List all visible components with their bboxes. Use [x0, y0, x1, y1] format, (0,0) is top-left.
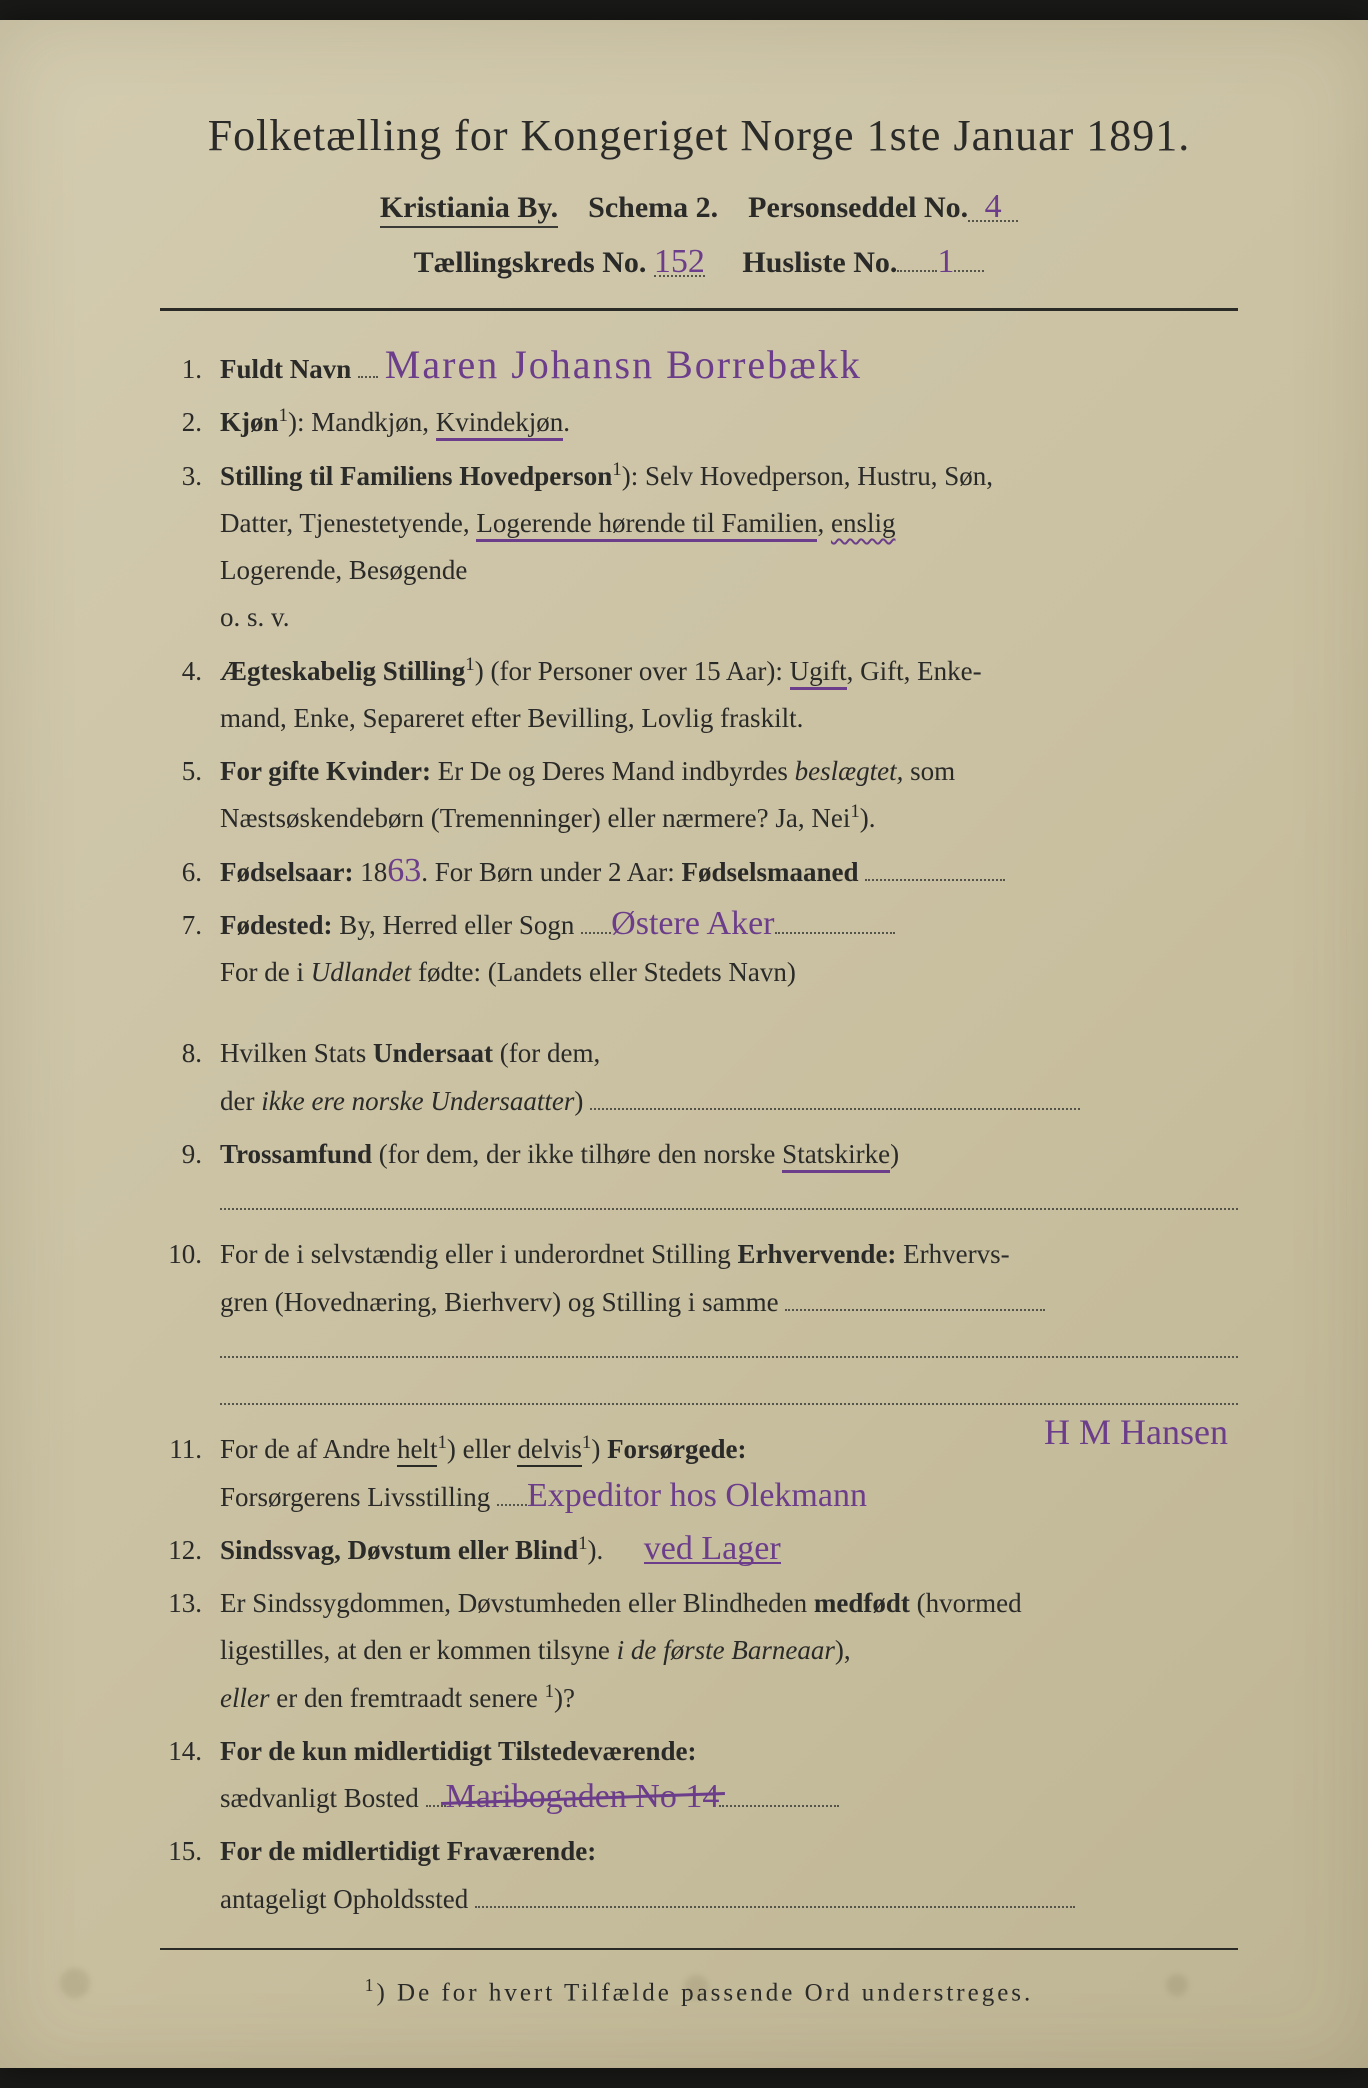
form-subtitle-1: Kristiania By. Schema 2. Personseddel No… [130, 191, 1268, 225]
field-7-birthplace: 7. Fødested: By, Herred eller Sogn Øster… [160, 902, 1238, 997]
field-1-handwritten: Maren Johansn Borrebækk [385, 349, 862, 381]
selected-logerende: Logerende hørende til Familien [476, 508, 817, 542]
field-15-temporary-absent: 15. For de midlertidigt Fraværende: anta… [160, 1828, 1238, 1923]
kreds-label: Tællingskreds No. [414, 246, 647, 279]
kreds-no-handwritten: 152 [654, 248, 705, 277]
field-1-name: 1. Fuldt Navn Maren Johansn Borrebækk [160, 346, 1238, 393]
field-2-sex: 2. Kjøn1): Mandkjøn, Kvindekjøn. [160, 399, 1238, 446]
census-form-page: Folketælling for Kongeriget Norge 1ste J… [0, 20, 1368, 2068]
city-label: Kristiania By. [380, 191, 558, 228]
usual-residence-handwritten: Maribogaden No 14 [446, 1783, 720, 1810]
paper-stain [684, 1975, 709, 2000]
field-6-birthyear: 6. Fødselsaar: 1863. For Børn under 2 Aa… [160, 849, 1238, 896]
divider-top [160, 308, 1238, 311]
field-11-supported: 11. For de af Andre helt1) eller delvis1… [160, 1426, 1238, 1521]
selected-ugift: Ugift [790, 656, 847, 690]
paper-stain [60, 1968, 90, 1998]
husliste-no-handwritten: 1 [937, 248, 954, 275]
field-10-occupation: 10. For de i selvstændig eller i underor… [160, 1231, 1238, 1420]
selected-statskirke: Statskirke [782, 1139, 890, 1173]
field-9-religion: 9. Trossamfund (for dem, der ikke tilhør… [160, 1131, 1238, 1226]
husliste-label: Husliste No. [742, 246, 897, 279]
field-1-label: Fuldt Navn [220, 354, 351, 384]
personseddel-label: Personseddel No. [748, 191, 968, 224]
field-4-marital: 4. Ægteskabelig Stilling1) (for Personer… [160, 648, 1238, 743]
supporter-occupation-handwritten: Expeditor hos Olekmann [527, 1482, 867, 1509]
divider-bottom [160, 1948, 1238, 1950]
field-8-citizenship: 8. Hvilken Stats Undersaat (for dem, der… [160, 1030, 1238, 1125]
paper-stain [1166, 1974, 1188, 1996]
birthyear-handwritten: 63 [387, 857, 421, 884]
field-12-disability: 12. Sindssvag, Døvstum eller Blind1). ve… [160, 1527, 1238, 1574]
field-13-disability-onset: 13. Er Sindssygdommen, Døvstumheden elle… [160, 1580, 1238, 1722]
form-subtitle-2: Tællingskreds No. 152 Husliste No. 1 [130, 245, 1268, 280]
schema-label: Schema 2. [588, 191, 718, 224]
selected-kvindekjon: Kvindekjøn [436, 407, 564, 441]
supporter-name-handwritten: H M Hansen [1044, 1418, 1228, 1447]
field-5-married-women: 5. For gifte Kvinder: Er De og Deres Man… [160, 748, 1238, 843]
birthplace-handwritten: Østere Aker [611, 910, 774, 937]
personseddel-no-handwritten: 4 [968, 193, 1018, 222]
form-body: 1. Fuldt Navn Maren Johansn Borrebækk 2.… [130, 346, 1268, 1923]
field-12-handwritten: ved Lager [644, 1535, 781, 1564]
form-title: Folketælling for Kongeriget Norge 1ste J… [130, 110, 1268, 161]
field-3-relation: 3. Stilling til Familiens Hovedperson1):… [160, 453, 1238, 642]
field-14-temporary-present: 14. For de kun midlertidigt Tilstedevære… [160, 1728, 1238, 1823]
